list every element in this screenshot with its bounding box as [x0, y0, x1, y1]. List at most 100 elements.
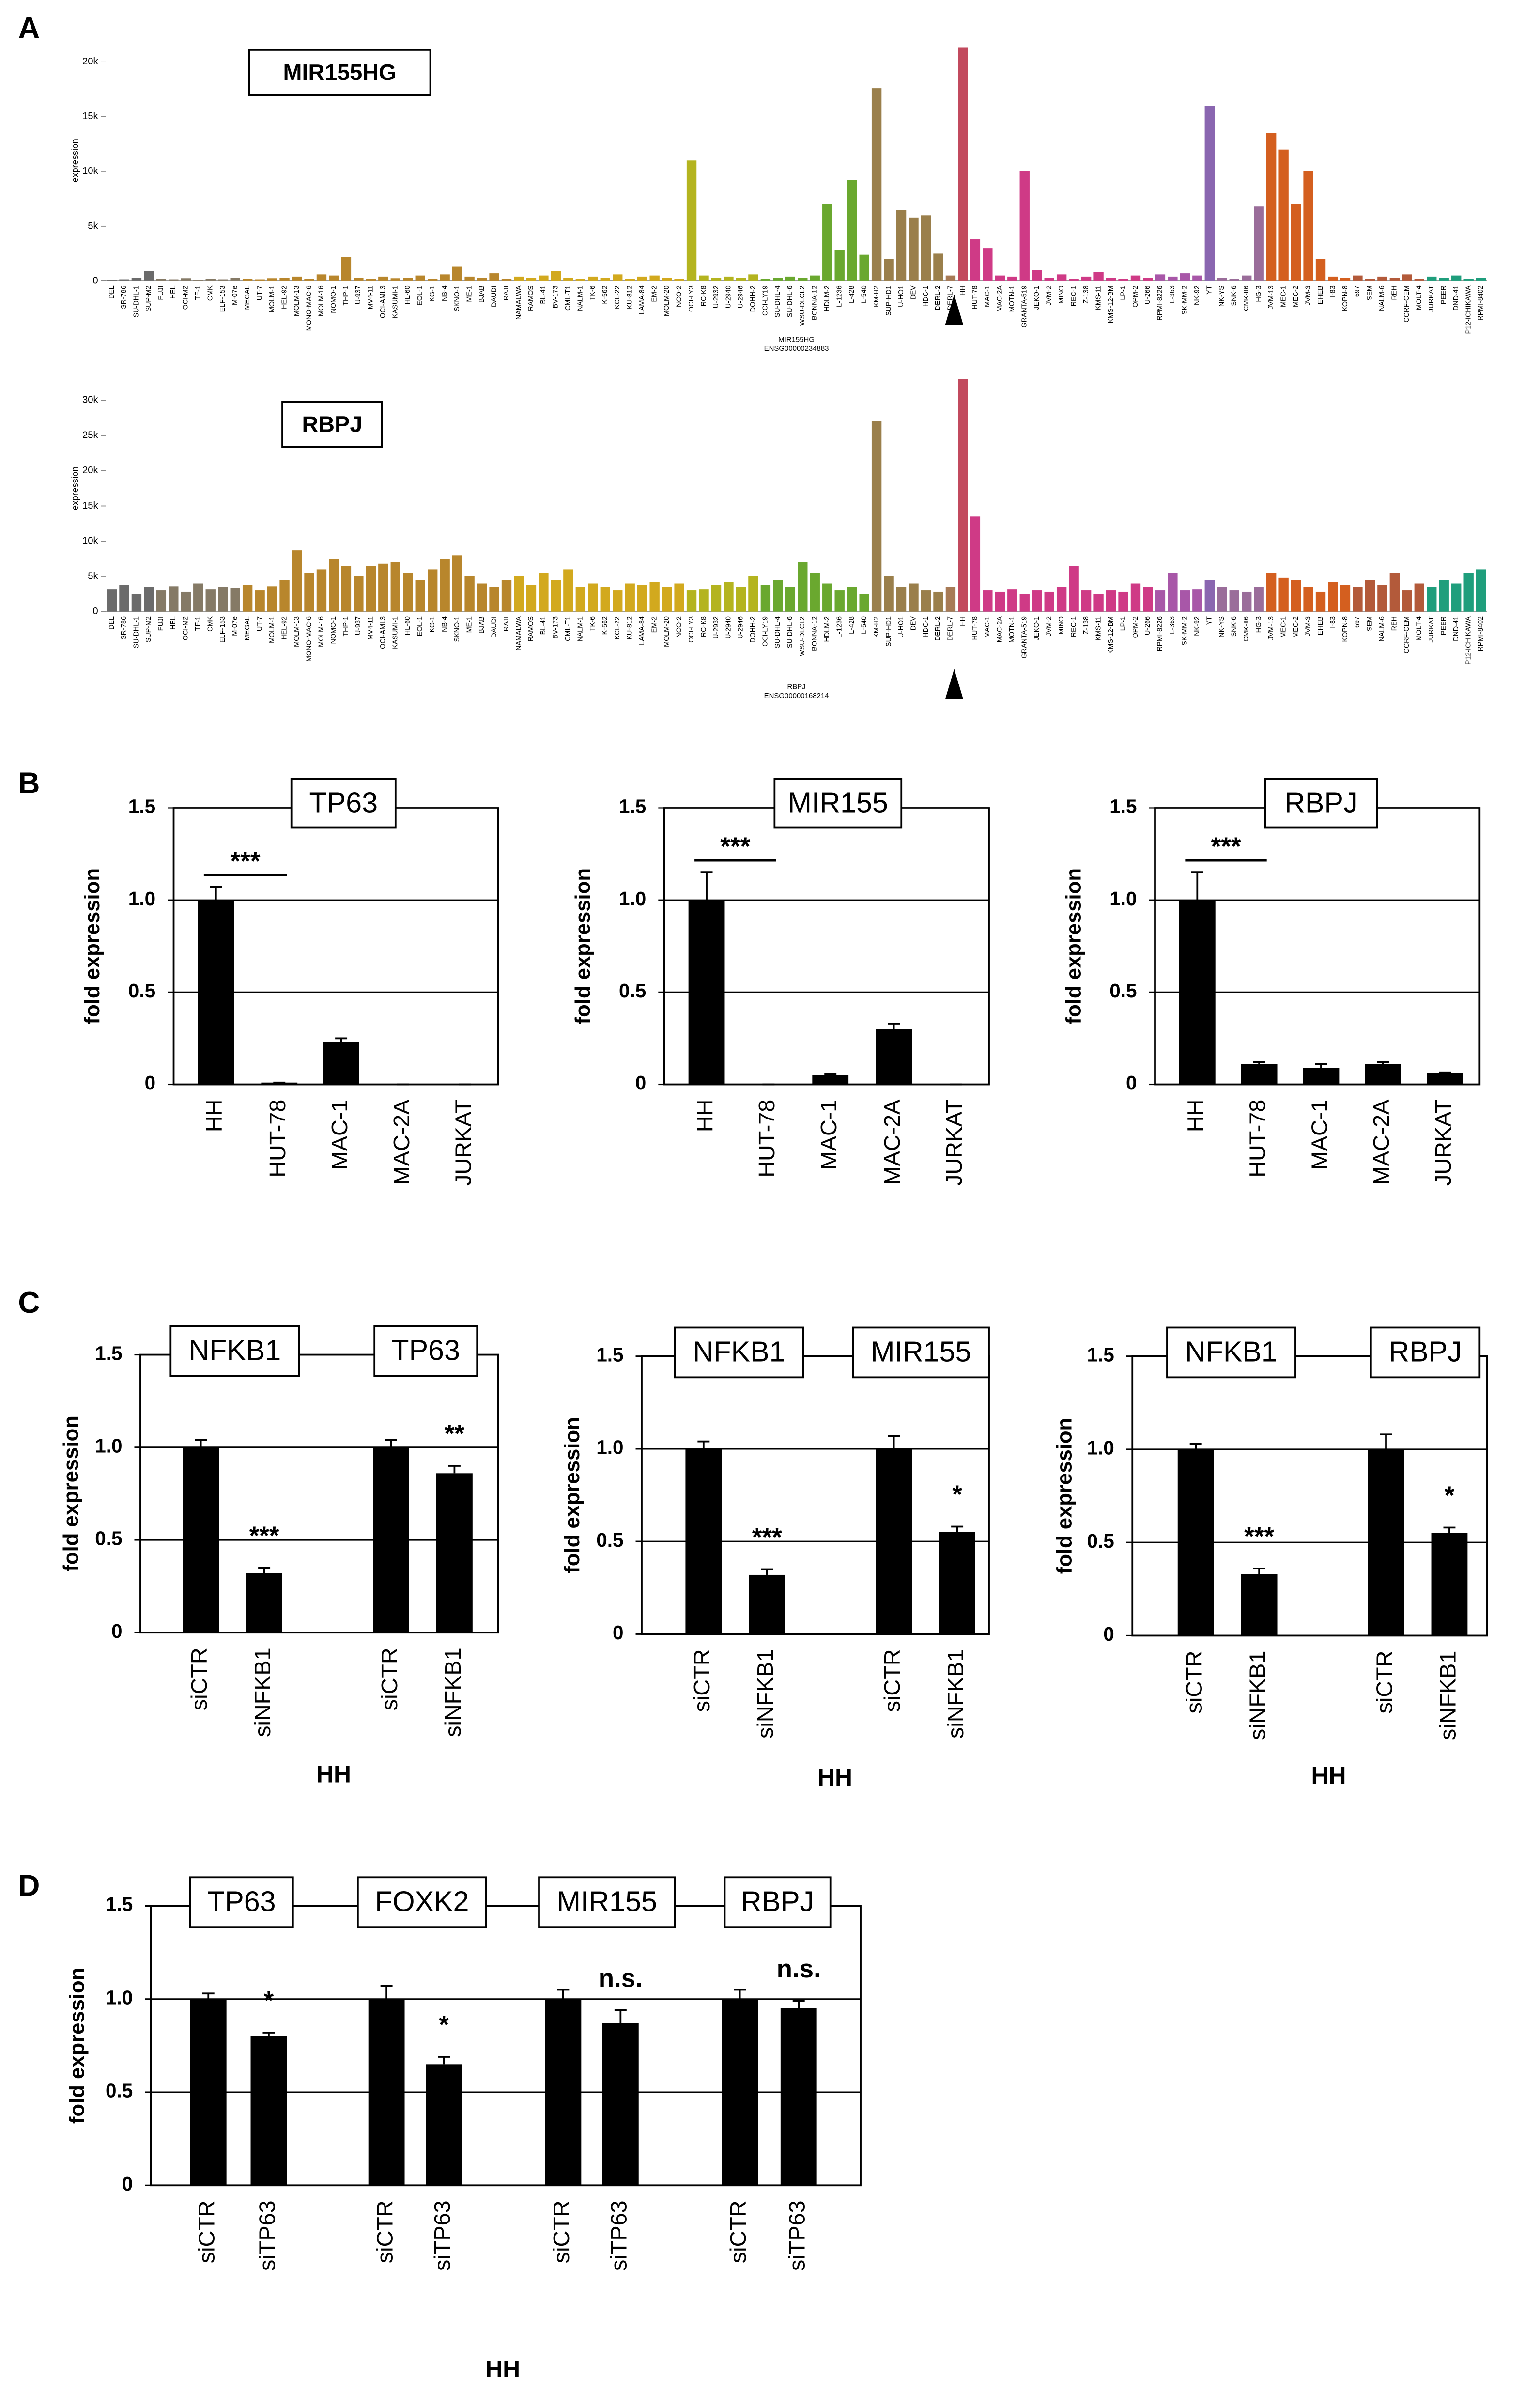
bar	[1007, 276, 1017, 281]
x-tick-label: SR-786	[120, 616, 128, 640]
x-tick-label: SU-DHL-1	[133, 616, 140, 648]
y-tick-label: 0	[613, 1621, 624, 1644]
bar	[292, 276, 302, 281]
x-tick-label: TK-6	[589, 616, 597, 631]
x-tick-label: MV4-11	[367, 616, 375, 640]
x-tick-label: EOL-1	[416, 616, 424, 636]
x-tick-label: CML-T1	[564, 285, 572, 311]
y-tick-label: 0.5	[596, 1529, 623, 1551]
x-tick-label: SNK-6	[1231, 616, 1238, 637]
bar	[452, 266, 462, 281]
significance-label: *	[439, 2011, 449, 2039]
x-tick-label: HUT-78	[971, 616, 979, 640]
bar	[1266, 573, 1277, 612]
bar	[1241, 1574, 1278, 1636]
bar	[539, 573, 549, 612]
bar	[1155, 590, 1166, 612]
bar	[1291, 204, 1301, 281]
x-tick-label: OCI-LY19	[762, 285, 770, 316]
group-box	[1166, 1326, 1296, 1379]
bar	[526, 585, 537, 612]
bar	[378, 563, 388, 612]
x-tick-label: HH	[959, 616, 967, 626]
x-tick-label: NOMO-1	[330, 285, 338, 313]
x-tick-label: U-HO1	[897, 616, 905, 638]
x-tick-label: THP-1	[342, 285, 350, 305]
bar	[773, 278, 783, 281]
x-tick-label: WSU-DLCL2	[799, 285, 806, 326]
x-tick-label: DERL-7	[947, 616, 955, 641]
bar	[983, 590, 993, 612]
x-tick-label: siCTR	[725, 2200, 751, 2263]
bar	[662, 278, 672, 281]
x-tick-label: MEC-2	[1292, 285, 1300, 307]
bar	[822, 204, 832, 281]
bar	[1130, 275, 1141, 281]
title-box	[248, 49, 431, 96]
bar	[711, 278, 722, 281]
bar	[600, 587, 610, 612]
x-tick-label: HDLM-2	[823, 616, 831, 642]
bar	[341, 566, 352, 612]
x-tick-label: SU-DHL-4	[774, 285, 782, 317]
x-tick-label: SEM	[1366, 285, 1374, 300]
y-axis-label: fold expression	[1053, 1418, 1077, 1574]
x-tick-label: HL-60	[404, 285, 412, 304]
x-tick-label: HUT-78	[1245, 1100, 1270, 1178]
bar	[156, 279, 167, 281]
x-axis-label: HH	[485, 2356, 520, 2383]
x-tick-label: UT-7	[256, 616, 263, 631]
bar	[637, 276, 647, 281]
bar	[760, 279, 771, 281]
bar	[1365, 1064, 1401, 1085]
y-tick-label: 1.5	[1109, 795, 1137, 818]
group-label: NFKB1	[693, 1336, 785, 1368]
x-tick-label: U-266	[1144, 616, 1152, 635]
bar	[1278, 577, 1289, 612]
x-tick-label: Z-138	[1082, 285, 1090, 303]
bar	[1019, 171, 1030, 281]
bar	[1044, 591, 1054, 612]
x-tick-label: SUP-HD1	[885, 616, 893, 647]
y-tick-label: 25k	[82, 430, 99, 440]
bar	[477, 583, 487, 612]
bar	[323, 1042, 359, 1085]
x-tick-label: siNFKB1	[753, 1649, 778, 1739]
bar	[1340, 585, 1351, 612]
group-label: MIR155	[557, 1885, 657, 1917]
group-box	[357, 1876, 487, 1928]
x-axis-sublabel: ENSG00000168214	[764, 692, 829, 700]
x-tick-label: REH	[1391, 616, 1399, 631]
bar	[119, 279, 129, 281]
group-box	[674, 1326, 804, 1379]
bar	[198, 900, 234, 1085]
x-tick-label: SU-DHL-1	[133, 285, 140, 317]
bar	[785, 587, 796, 612]
x-tick-label: I-83	[1329, 285, 1337, 297]
bar	[1241, 1064, 1278, 1085]
bar	[945, 275, 956, 281]
bar	[169, 586, 179, 612]
group-label: NFKB1	[1185, 1336, 1278, 1368]
bar	[588, 276, 598, 281]
x-tick-label: M-07e	[231, 285, 239, 305]
bar	[1476, 569, 1486, 612]
x-tick-label: K-562	[601, 285, 609, 304]
x-tick-label: NAMALWA	[515, 285, 523, 320]
bar	[403, 278, 413, 281]
y-axis-label: fold expression	[571, 868, 595, 1024]
significance-label: *	[264, 1987, 274, 2015]
bar	[373, 1447, 409, 1633]
bar	[688, 900, 725, 1085]
x-tick-label: CCRF-CEM	[1403, 616, 1411, 653]
bar	[1217, 278, 1227, 281]
bar	[1365, 580, 1375, 612]
bar	[810, 275, 820, 281]
y-tick-label: 1.5	[106, 1893, 133, 1915]
x-tick-label: KCL-22	[614, 616, 621, 640]
bar	[685, 1448, 722, 1634]
title-box	[1264, 778, 1378, 829]
bar	[983, 248, 993, 281]
bar	[551, 271, 561, 281]
x-tick-label: MEGAL	[244, 616, 251, 640]
